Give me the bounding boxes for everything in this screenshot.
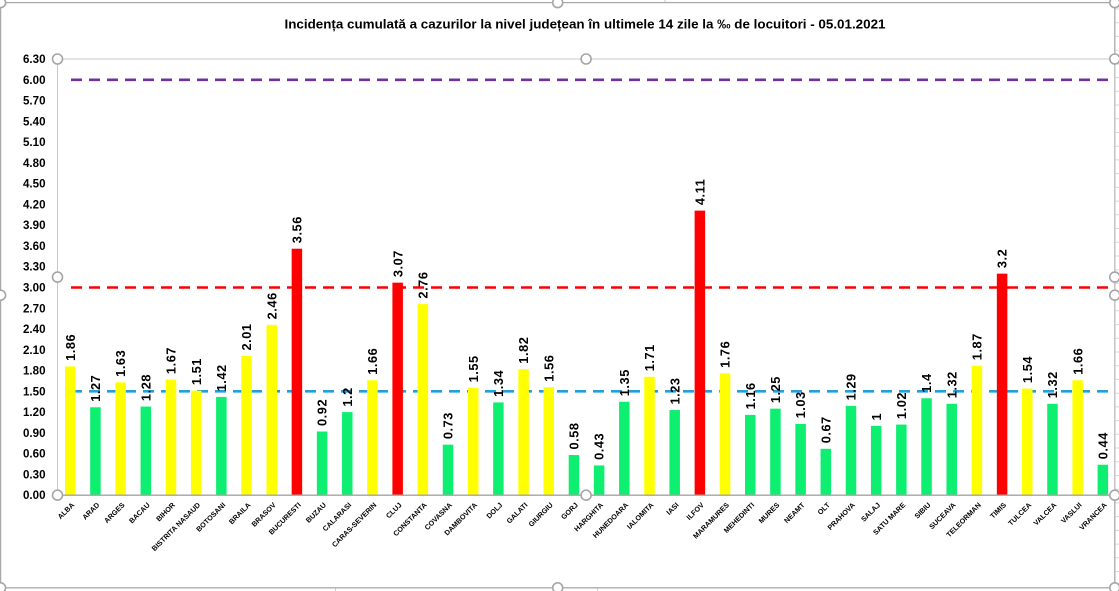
- svg-text:1.50: 1.50: [23, 386, 46, 398]
- svg-text:1.66: 1.66: [1070, 348, 1085, 375]
- svg-text:1.54: 1.54: [1020, 356, 1035, 383]
- svg-text:1.03: 1.03: [793, 391, 808, 418]
- svg-text:2.40: 2.40: [23, 324, 46, 336]
- svg-text:2.01: 2.01: [239, 323, 254, 350]
- svg-text:2.10: 2.10: [23, 345, 46, 357]
- svg-text:1.51: 1.51: [189, 358, 204, 385]
- svg-text:4.11: 4.11: [692, 179, 707, 205]
- svg-text:4.80: 4.80: [23, 158, 46, 170]
- svg-text:0.44: 0.44: [1095, 432, 1110, 459]
- svg-text:1.87: 1.87: [970, 333, 985, 360]
- svg-text:1.66: 1.66: [365, 348, 380, 375]
- svg-text:4.20: 4.20: [23, 199, 46, 211]
- svg-text:1.27: 1.27: [88, 375, 103, 402]
- svg-text:3.30: 3.30: [23, 262, 46, 274]
- svg-text:1.2: 1.2: [340, 387, 355, 406]
- svg-text:2.46: 2.46: [264, 292, 279, 319]
- svg-text:1.29: 1.29: [844, 373, 859, 400]
- svg-text:0.73: 0.73: [441, 412, 456, 439]
- svg-text:1.56: 1.56: [541, 355, 556, 382]
- svg-text:1.63: 1.63: [113, 350, 128, 377]
- svg-text:1.28: 1.28: [138, 374, 153, 401]
- svg-text:1.80: 1.80: [23, 366, 46, 378]
- svg-text:1.42: 1.42: [214, 364, 229, 391]
- svg-text:1.20: 1.20: [23, 407, 46, 419]
- svg-text:1.32: 1.32: [1045, 371, 1060, 398]
- svg-text:2.76: 2.76: [415, 271, 430, 298]
- svg-text:0.67: 0.67: [818, 416, 833, 443]
- svg-text:0.92: 0.92: [315, 399, 330, 426]
- svg-text:1.25: 1.25: [768, 376, 783, 403]
- svg-text:1.86: 1.86: [63, 334, 78, 361]
- svg-text:1.82: 1.82: [516, 337, 531, 364]
- svg-text:0.90: 0.90: [23, 428, 46, 440]
- svg-text:5.70: 5.70: [23, 96, 46, 108]
- svg-text:4.50: 4.50: [23, 179, 46, 191]
- svg-text:1.23: 1.23: [667, 377, 682, 404]
- svg-text:3.60: 3.60: [23, 241, 46, 253]
- svg-text:5.10: 5.10: [23, 137, 46, 149]
- svg-text:1.76: 1.76: [718, 341, 733, 368]
- svg-text:0.60: 0.60: [23, 449, 46, 461]
- svg-text:0.30: 0.30: [23, 469, 46, 481]
- svg-text:3.07: 3.07: [390, 250, 405, 277]
- svg-text:3.00: 3.00: [23, 283, 46, 295]
- svg-text:1.55: 1.55: [466, 355, 481, 382]
- svg-text:1.4: 1.4: [919, 373, 934, 393]
- svg-text:5.40: 5.40: [23, 116, 46, 128]
- svg-text:1.02: 1.02: [894, 392, 909, 419]
- svg-text:Incidența cumulată a cazurilor: Incidența cumulată a cazurilor la nivel …: [285, 17, 886, 32]
- svg-text:1.32: 1.32: [944, 371, 959, 398]
- svg-text:1.67: 1.67: [164, 347, 179, 374]
- svg-text:1.71: 1.71: [642, 344, 657, 371]
- svg-text:0.58: 0.58: [567, 422, 582, 449]
- svg-text:3.56: 3.56: [290, 216, 305, 243]
- svg-text:1.34: 1.34: [491, 369, 506, 396]
- svg-text:6.30: 6.30: [23, 54, 46, 66]
- svg-text:0.00: 0.00: [23, 490, 46, 502]
- svg-text:3.90: 3.90: [23, 220, 46, 232]
- svg-text:1.16: 1.16: [743, 382, 758, 409]
- svg-text:1: 1: [869, 413, 884, 421]
- svg-text:6.00: 6.00: [23, 75, 46, 87]
- svg-text:3.2: 3.2: [995, 249, 1010, 268]
- svg-text:0.43: 0.43: [592, 433, 607, 460]
- svg-text:1.35: 1.35: [617, 369, 632, 396]
- svg-text:2.70: 2.70: [23, 303, 46, 315]
